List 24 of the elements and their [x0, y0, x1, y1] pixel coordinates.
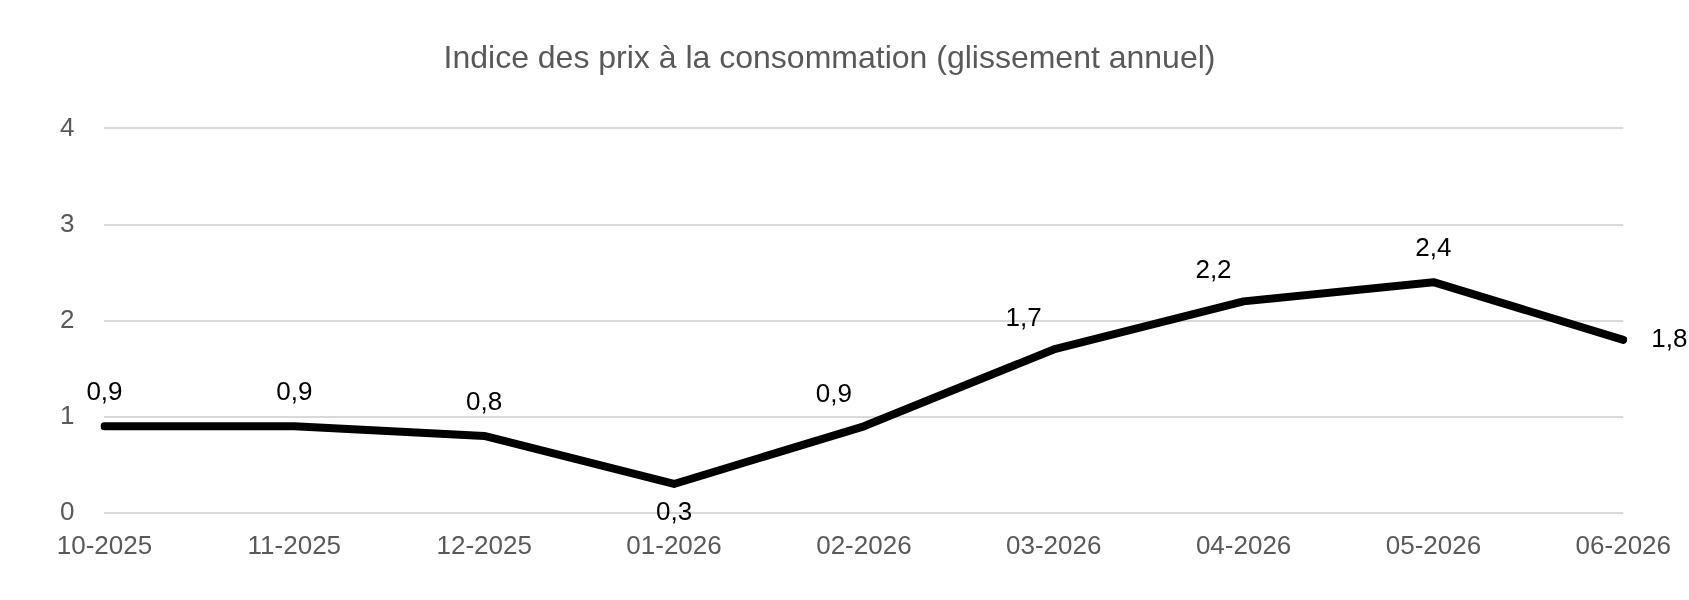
chart-title: Indice des prix à la consommation (glissement annuel) — [443, 39, 1216, 76]
data-label: 0,9 — [86, 376, 123, 407]
x-tick-label: 12-2025 — [436, 529, 532, 560]
data-label: 0,9 — [815, 378, 852, 409]
x-tick-label: 11-2025 — [247, 529, 342, 560]
x-tick-label: 03-2026 — [1006, 529, 1102, 560]
y-tick-label: 2 — [59, 303, 75, 334]
x-tick-label: 05-2026 — [1385, 529, 1482, 560]
data-label: 0,3 — [655, 496, 693, 527]
data-label: 1,8 — [1651, 322, 1688, 353]
y-tick-label: 1 — [59, 399, 75, 430]
y-tick-label: 3 — [59, 207, 75, 238]
x-tick-label: 06-2026 — [1575, 529, 1671, 560]
x-tick-label: 02-2026 — [816, 529, 912, 560]
y-tick-label: 0 — [59, 495, 75, 526]
y-tick-label: 4 — [59, 111, 75, 142]
data-label: 2,2 — [1195, 253, 1232, 284]
data-label: 2,4 — [1415, 232, 1452, 263]
x-tick-label: 10-2025 — [56, 529, 153, 560]
x-tick-label: 01-2026 — [626, 529, 722, 560]
x-tick-label: 04-2026 — [1195, 529, 1292, 560]
data-label: 0,8 — [466, 386, 503, 417]
data-label: 1,7 — [1005, 301, 1042, 332]
data-label: 0,9 — [276, 376, 313, 407]
